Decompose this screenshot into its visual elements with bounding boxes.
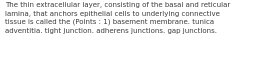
Text: The thin extracellular layer, consisting of the basal and reticular
lamina, that: The thin extracellular layer, consisting… bbox=[5, 2, 230, 34]
